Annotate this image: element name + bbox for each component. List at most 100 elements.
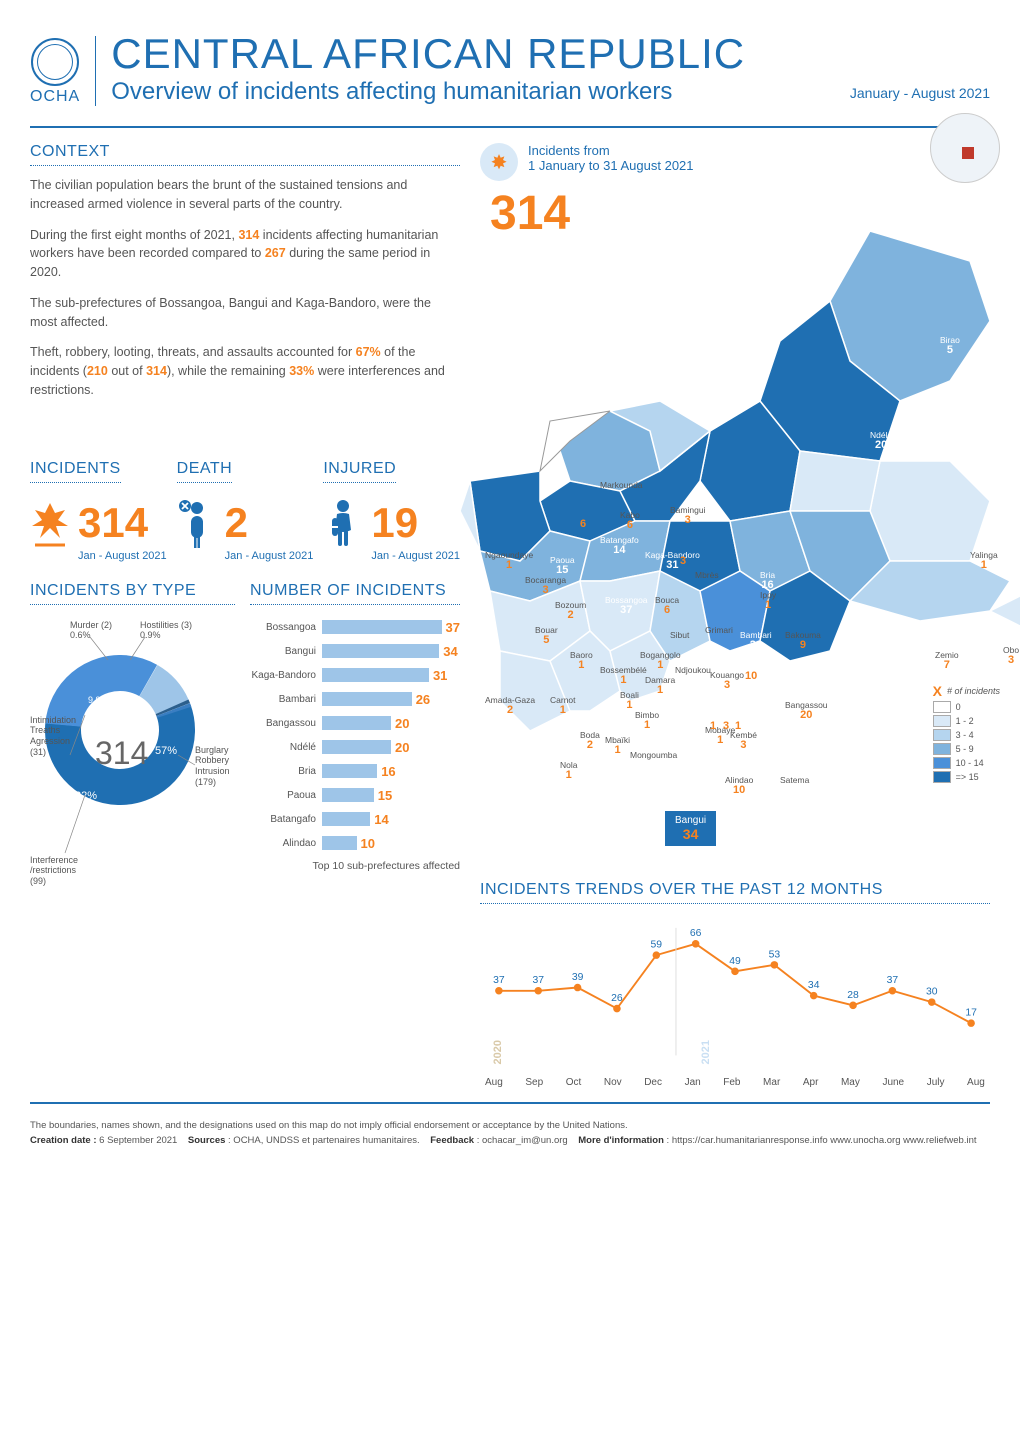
hbar-row: Ndélé 20 — [250, 740, 460, 755]
map-label: Satema — [780, 776, 809, 785]
map-label: Kaga-Bandoro31 — [645, 551, 700, 571]
map-label: Bimbo1 — [635, 711, 659, 731]
map-label: Bria16 — [760, 571, 775, 591]
map-label: Grimari — [705, 626, 733, 635]
context-p4: Theft, robbery, looting, threats, and as… — [30, 343, 460, 399]
map-label: Bouca6 — [655, 596, 679, 616]
hbar-row: Bangui 34 — [250, 644, 460, 659]
svg-text:28: 28 — [847, 990, 859, 1001]
map-label: Boali1 — [620, 691, 639, 711]
donut-pct-57: 57% — [155, 745, 177, 758]
svg-text:53: 53 — [769, 949, 781, 960]
hbar-row: Bria 16 — [250, 764, 460, 779]
map-label: Mbrès — [695, 571, 719, 580]
map-label: Birao5 — [940, 336, 960, 356]
footer: The boundaries, names shown, and the des… — [30, 1114, 990, 1146]
hbar-row: Paoua 15 — [250, 788, 460, 803]
stat-incidents: INCIDENTS 314 Jan - August 2021 — [30, 460, 167, 562]
context-title: CONTEXT — [30, 143, 460, 166]
svg-text:39: 39 — [572, 972, 584, 983]
map-area: Birao5Ndélé20MarkoundaKabo6Bamingui3Bata… — [480, 251, 990, 871]
legend-row: 1 - 2 — [933, 715, 1000, 727]
map-label: Yalinga1 — [970, 551, 998, 571]
globe-inset — [930, 113, 1000, 183]
svg-text:37: 37 — [493, 975, 505, 986]
legend-row: 5 - 9 — [933, 743, 1000, 755]
map-label: 10 — [745, 671, 757, 682]
map-label: Baoro1 — [570, 651, 593, 671]
map-label: Boda2 — [580, 731, 600, 751]
year-2020: 2020 — [492, 1040, 504, 1064]
map-legend: X # of incidents 01 - 23 - 45 - 910 - 14… — [933, 683, 1000, 785]
legend-row: 10 - 14 — [933, 757, 1000, 769]
map-label: Ndjoukou — [675, 666, 711, 675]
map-label: Bozoum2 — [555, 601, 586, 621]
header: OCHA CENTRAL AFRICAN REPUBLIC Overview o… — [30, 30, 990, 106]
map-label: Bocaranga3 — [525, 576, 566, 596]
hbar-row: Batangafo 14 — [250, 812, 460, 827]
map-label: Kembé3 — [730, 731, 757, 751]
date-range: January - August 2021 — [850, 85, 990, 101]
map-label: Bossembélé1 — [600, 666, 647, 686]
map-label: Kabo6 — [620, 511, 640, 531]
svg-text:30: 30 — [926, 987, 938, 998]
incidents-barchart: NUMBER OF INCIDENTS Bossangoa 37Bangui 3… — [250, 582, 460, 915]
map-label: 3 — [723, 721, 729, 732]
svg-text:66: 66 — [690, 928, 702, 939]
trend-section: INCIDENTS TRENDS OVER THE PAST 12 MONTHS… — [480, 881, 990, 1094]
legend-row: => 15 — [933, 771, 1000, 783]
hbar-row: Bangassou 20 — [250, 716, 460, 731]
map-label: Ippy1 — [760, 591, 776, 611]
map-label: Sibut — [670, 631, 689, 640]
map-label: Zemio7 — [935, 651, 959, 671]
map-label: Bamingui3 — [670, 506, 705, 526]
page-subtitle: Overview of incidents affecting humanita… — [111, 78, 835, 106]
trend-chart: 37373926596649533428373017 2020 2021 Aug… — [480, 914, 990, 1094]
map-label: Damara1 — [645, 676, 675, 696]
hbar-row: Bambari 26 — [250, 692, 460, 707]
context-section: CONTEXT The civilian population bears th… — [30, 143, 460, 400]
donut-label-interf: Interference/restrictions(99) — [30, 855, 90, 887]
legend-row: 3 - 4 — [933, 729, 1000, 741]
map-label: Amada-Gaza2 — [485, 696, 535, 716]
context-p2: During the first eight months of 2021, 3… — [30, 226, 460, 282]
map-label: Obo3 — [1003, 646, 1019, 666]
map-label: Ngaoundaye1 — [485, 551, 533, 571]
map-label: Mongoumba — [630, 751, 677, 760]
donut-label-murder: Murder (2)0.6% — [70, 620, 112, 642]
donut-pct-32: 32% — [75, 790, 97, 803]
context-p3: The sub-prefectures of Bossangoa, Bangui… — [30, 294, 460, 332]
map-label: Batangafo14 — [600, 536, 639, 556]
map-label: Carnot1 — [550, 696, 576, 716]
donut-center: 314 — [95, 735, 148, 772]
map-label: Markounda — [600, 481, 643, 490]
title-separator — [95, 36, 96, 106]
map-label: Bakouma9 — [785, 631, 821, 651]
map-label: 1 — [735, 721, 741, 732]
context-p1: The civilian population bears the brunt … — [30, 176, 460, 214]
map-label: Bouar5 — [535, 626, 558, 646]
map-label: Mbaïki1 — [605, 736, 630, 756]
year-2021: 2021 — [700, 1040, 712, 1064]
svg-text:17: 17 — [965, 1008, 977, 1019]
bangui-callout: Bangui 34 — [665, 811, 716, 846]
map-label: Bambari26 — [740, 631, 772, 651]
map-label: Alindao10 — [725, 776, 753, 796]
legend-row: 0 — [933, 701, 1000, 713]
map-label: Bangassou20 — [785, 701, 828, 721]
trend-axis: AugSepOctNovDecJanFebMarAprMayJuneJulyAu… — [480, 1077, 990, 1088]
donut-label-burg: BurglaryRobberyIntrusion(179) — [195, 745, 235, 788]
stat-injured: INJURED 19 Jan - August 2021 — [323, 460, 460, 562]
svg-text:37: 37 — [887, 975, 899, 986]
donut-pct-intim: 9.9% — [88, 695, 109, 706]
map-label: Kouango3 — [710, 671, 744, 691]
map-label: Paoua15 — [550, 556, 575, 576]
stat-death: DEATH 2 Jan - August 2021 — [177, 460, 314, 562]
svg-text:34: 34 — [808, 980, 820, 991]
map-label: 1 — [710, 721, 716, 732]
incidents-icon — [30, 498, 70, 548]
map-label: 3 — [680, 556, 686, 567]
org-label: OCHA — [30, 88, 80, 106]
svg-text:26: 26 — [611, 993, 623, 1004]
hbar-row: Alindao 10 — [250, 836, 460, 851]
